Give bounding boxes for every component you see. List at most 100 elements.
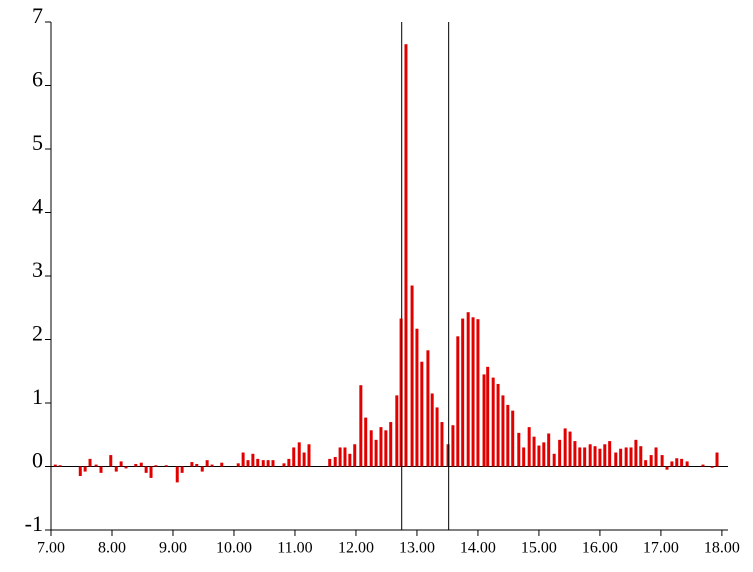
x-tick-label: 9.00 [159, 539, 187, 556]
bar [395, 395, 399, 467]
bar [374, 439, 378, 467]
bar [593, 446, 597, 467]
bar [685, 461, 689, 467]
bar [302, 452, 306, 467]
bar [195, 463, 199, 467]
x-tick-label: 16.00 [582, 539, 618, 556]
bar [338, 447, 342, 467]
bar [624, 447, 628, 467]
bar [180, 466, 184, 473]
bar [78, 466, 82, 477]
bar [639, 446, 643, 467]
bar [205, 460, 209, 467]
bar [256, 458, 260, 467]
bar [220, 462, 224, 467]
y-tick-label: 6 [32, 67, 43, 92]
x-tick-label: 14.00 [460, 539, 496, 556]
y-tick-label: 7 [32, 3, 43, 28]
y-tick-label: -1 [25, 511, 43, 536]
y-tick-label: 1 [32, 384, 43, 409]
bar [608, 441, 612, 467]
bar [660, 455, 664, 467]
bar [359, 385, 363, 467]
bar [271, 460, 275, 467]
bar [53, 464, 57, 467]
bar [701, 464, 705, 467]
bar [451, 425, 455, 467]
bar [680, 458, 684, 467]
bar [634, 439, 638, 467]
bar [149, 466, 153, 478]
bar [506, 404, 510, 467]
bar [517, 432, 521, 467]
bar [190, 462, 194, 467]
bar [482, 374, 486, 467]
bar [297, 442, 301, 467]
x-tick-label: 11.00 [277, 539, 312, 556]
bar [175, 466, 179, 483]
bar [461, 318, 465, 467]
bar [476, 319, 480, 467]
bar [598, 448, 602, 467]
bar [486, 366, 490, 467]
bar [644, 460, 648, 467]
bar [588, 444, 592, 467]
bar [466, 312, 470, 467]
bar [415, 328, 419, 467]
bar [328, 458, 332, 467]
bar [119, 461, 123, 467]
y-tick-label: 2 [32, 321, 43, 346]
bar [379, 427, 383, 467]
bar [266, 460, 270, 467]
bar [389, 422, 393, 467]
bar [629, 447, 633, 467]
bar [399, 318, 403, 467]
x-tick-label: 18.00 [704, 539, 740, 556]
bar [435, 407, 439, 467]
bar [501, 395, 505, 467]
bar [456, 336, 460, 467]
x-tick-label: 12.00 [338, 539, 374, 556]
bar [292, 447, 296, 467]
bar [547, 433, 551, 467]
bar [665, 466, 669, 470]
bar [537, 445, 541, 467]
bar [446, 444, 450, 467]
bar [200, 466, 204, 472]
bar [124, 466, 128, 469]
bar [83, 466, 87, 472]
y-tick-label: 5 [32, 130, 43, 155]
bar [99, 466, 103, 473]
bar [154, 465, 158, 467]
x-tick-label: 7.00 [37, 539, 65, 556]
bar [109, 455, 113, 467]
bar [236, 463, 240, 467]
bar [619, 448, 623, 467]
bar [573, 441, 577, 467]
y-tick-label: 3 [32, 257, 43, 282]
bar [333, 456, 337, 467]
y-tick-label: 0 [32, 448, 43, 473]
x-tick-label: 17.00 [643, 539, 679, 556]
bar [251, 453, 255, 467]
bar [307, 444, 311, 467]
bar [210, 464, 214, 467]
bar [164, 465, 168, 467]
bar [287, 458, 291, 467]
bar [369, 430, 373, 467]
bar [88, 458, 92, 467]
bar [491, 377, 495, 467]
bar [440, 422, 444, 467]
x-tick-label: 15.00 [521, 539, 557, 556]
bar [511, 410, 515, 467]
bar [404, 44, 408, 467]
bar [134, 463, 138, 467]
bar [496, 383, 500, 467]
bar [384, 430, 388, 467]
x-tick-label: 10.00 [216, 539, 252, 556]
bar [139, 462, 143, 467]
bar [670, 461, 674, 467]
bar [420, 361, 424, 467]
